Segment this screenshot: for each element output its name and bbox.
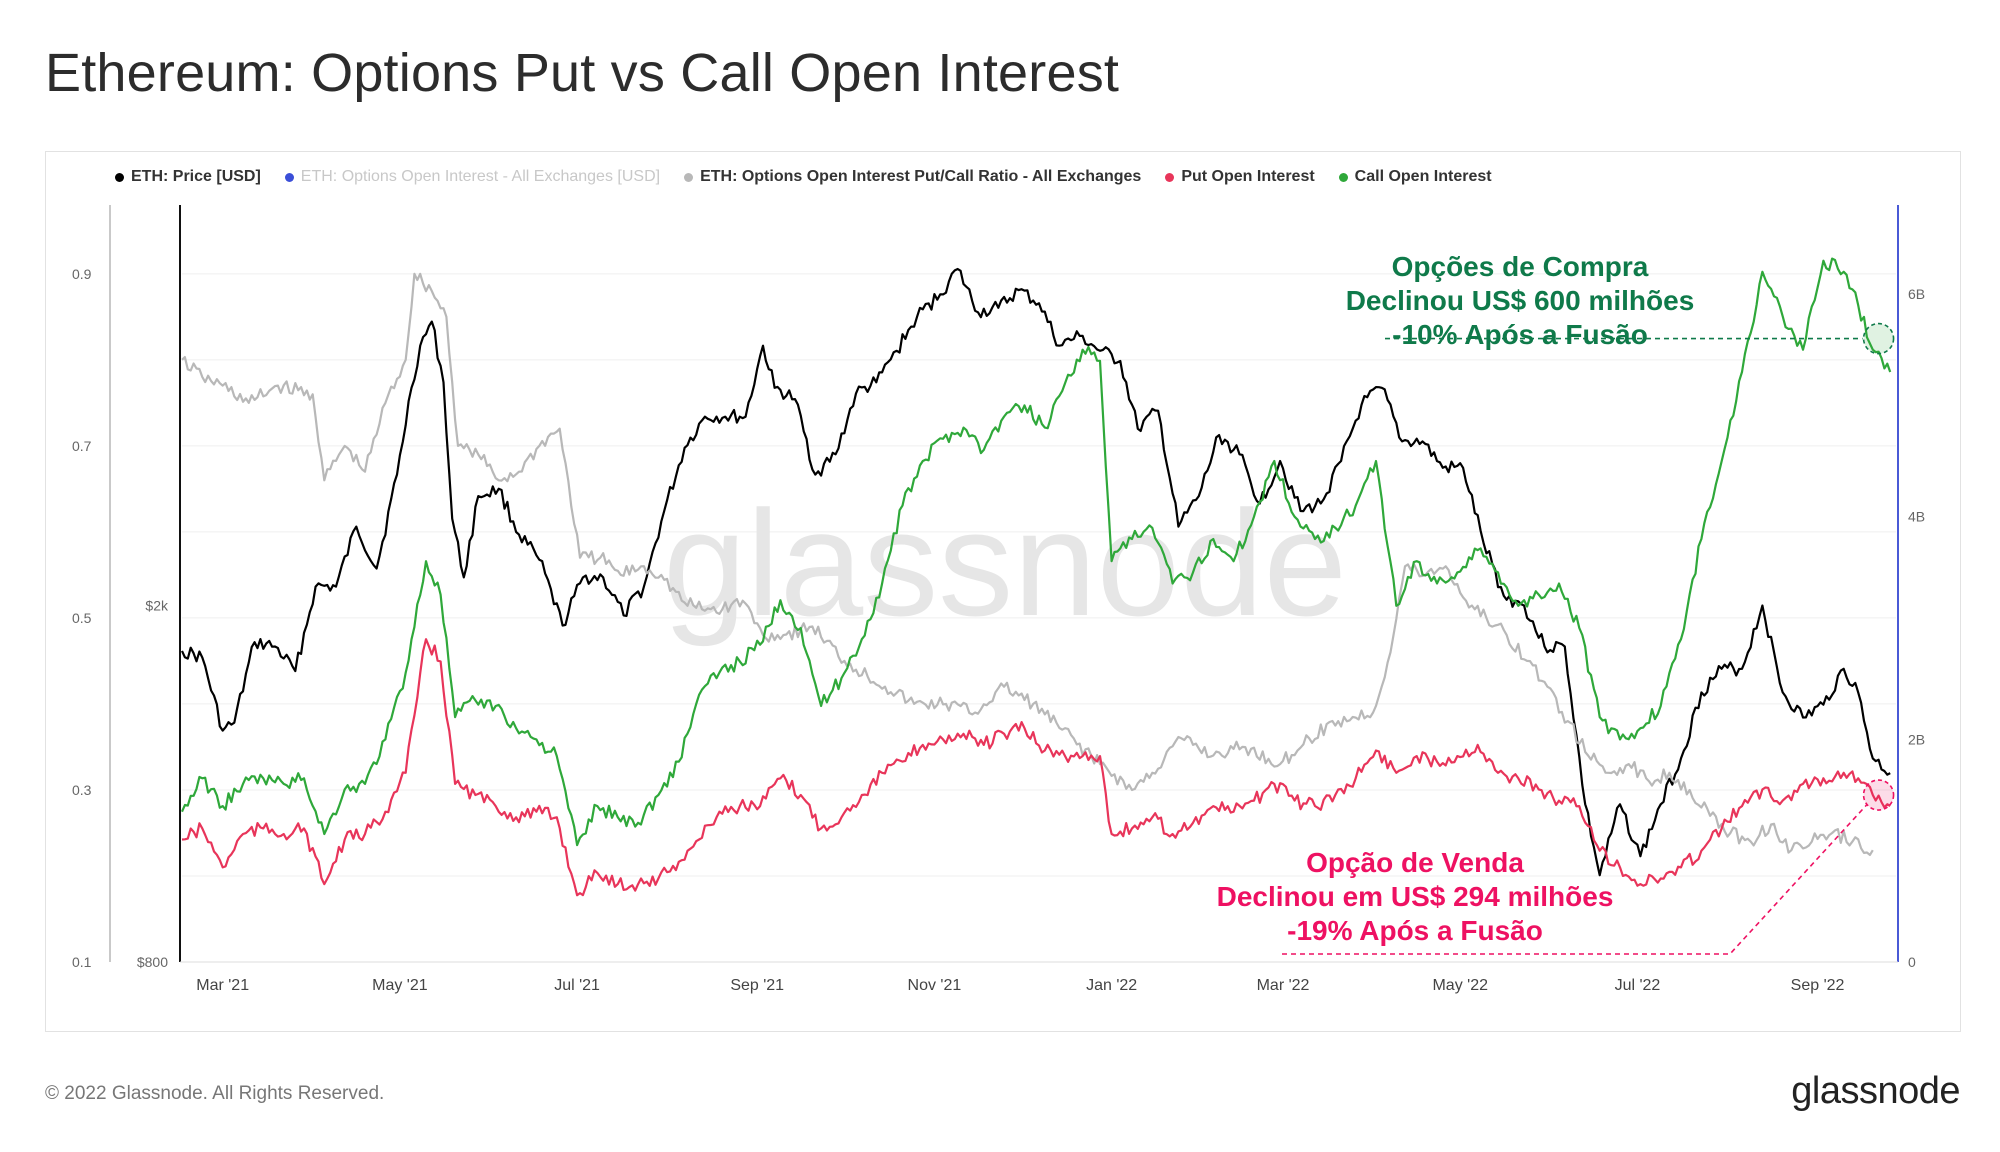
annotation-put: Opção de Venda Declinou em US$ 294 milhõ… [1190,846,1640,948]
series-line-eth-options-open-interest-put-call-ratio-all-exchanges [181,272,1874,857]
legend-dot-call-oi [1338,172,1348,182]
legend-label-call-oi: Call Open Interest [1354,168,1492,185]
annotation-put-line-3: -19% Após a Fusão [1287,915,1543,946]
annotation-put-line-1: Opção de Venda [1306,847,1524,878]
usd-tick-label: 4B [1908,509,1925,525]
legend-dot-eth-price [115,172,124,182]
ratio-tick-label: 0.7 [72,438,92,454]
series-lines [180,257,1892,897]
annotation-call-line-2: Declinou US$ 600 milhões [1345,285,1695,316]
series-line-eth-price-usd [180,267,1891,877]
x-tick-label: Sep '21 [730,977,784,994]
x-tick-label: Mar '22 [1257,977,1310,994]
price-tick-label: $800 [137,954,168,970]
legend-label-eth-price: ETH: Price [USD] [131,168,261,185]
annotation-call-line-3: -10% Após a Fusão [1392,319,1648,350]
legend-item-put-oi[interactable]: Put Open Interest [1165,168,1315,186]
page-title: Ethereum: Options Put vs Call Open Inter… [45,43,1120,103]
legend-label-put-oi: Put Open Interest [1181,168,1315,185]
legend-label-put-call-ratio: ETH: Options Open Interest Put/Call Rati… [700,168,1142,185]
x-tick-label: May '21 [372,977,428,994]
x-tick-label: May '22 [1432,977,1488,994]
usd-tick-label: 0 [1908,954,1916,970]
annotation-call-line-1: Opções de Compra [1391,251,1649,282]
annotation-markers [1282,322,1895,955]
chart-frame [45,151,1961,1032]
annotation-call: Opções de Compra Declinou US$ 600 milhõe… [1310,250,1730,352]
legend-label-options-oi: ETH: Options Open Interest - All Exchang… [300,168,661,185]
ratio-tick-label: 0.5 [72,610,92,626]
legend-dot-put-oi [1165,172,1175,182]
x-tick-label: Sep '22 [1791,977,1845,994]
watermark: glassnode [663,479,1347,647]
series-line-put-open-interest [181,638,1891,897]
ratio-tick-label: 0.9 [72,266,92,282]
ratio-tick-label: 0.3 [72,782,92,798]
x-tick-label: Jul '21 [554,977,600,994]
put-annotation-marker [1862,779,1895,811]
x-tick-label: Mar '21 [196,977,249,994]
legend-item-eth-price[interactable]: ETH: Price [USD] [115,168,261,186]
legend-dot-options-oi [284,172,294,182]
footer-copyright: © 2022 Glassnode. All Rights Reserved. [45,1083,385,1104]
x-tick-label: Jan '22 [1086,977,1137,994]
chart-legend: ETH: Price [USD] ETH: Options Open Inter… [115,168,1492,186]
footer-logo: glassnode [1791,1070,1960,1112]
legend-dot-put-call-ratio [684,172,694,182]
call-annotation-marker [1862,322,1895,355]
ratio-tick-label: 0.1 [72,954,92,970]
gridlines [182,273,1896,877]
usd-tick-label: 6B [1908,286,1925,302]
x-tick-label: Nov '21 [908,977,962,994]
series-line-call-open-interest [180,257,1892,847]
usd-tick-label: 2B [1908,731,1925,747]
legend-item-call-oi[interactable]: Call Open Interest [1338,168,1492,186]
legend-item-put-call-ratio[interactable]: ETH: Options Open Interest Put/Call Rati… [684,168,1141,186]
x-tick-label: Jul '22 [1615,977,1661,994]
axes: 0.9 0.7 0.5 0.3 0.1 $2k $800 6B 4B 2B 0 Mar '21 May … [72,205,1925,994]
legend-item-options-oi[interactable]: ETH: Options Open Interest - All Exchang… [284,168,661,186]
annotation-put-line-2: Declinou em US$ 294 milhões [1216,881,1614,912]
price-tick-label: $2k [145,598,169,614]
